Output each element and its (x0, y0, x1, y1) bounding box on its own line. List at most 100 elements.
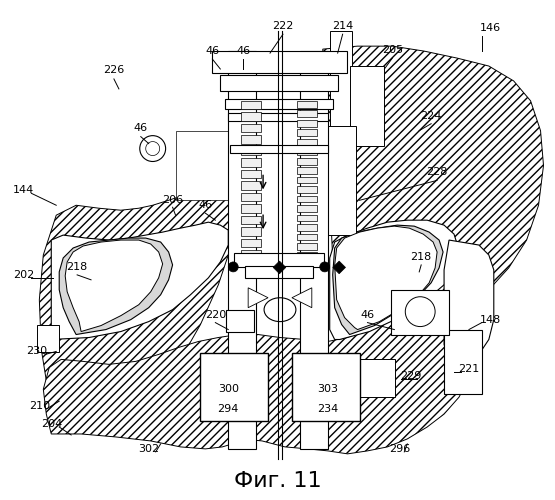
Bar (241, 147, 261, 155)
Text: 296: 296 (388, 444, 410, 454)
Text: 303: 303 (317, 384, 338, 394)
Ellipse shape (264, 298, 296, 322)
Polygon shape (332, 225, 443, 334)
Bar (241, 136, 261, 143)
Bar (241, 182, 261, 190)
Polygon shape (51, 222, 228, 340)
Bar (350, 66, 385, 146)
Bar (241, 216, 261, 224)
Circle shape (228, 262, 238, 272)
Bar (241, 204, 261, 212)
Bar (297, 130, 317, 136)
Text: 218: 218 (67, 262, 88, 272)
Bar (225, 99, 332, 109)
Text: 144: 144 (13, 186, 34, 196)
Bar (297, 148, 317, 155)
Bar (333, 261, 345, 274)
Text: 221: 221 (458, 364, 480, 374)
Bar (330, 31, 351, 130)
Circle shape (405, 296, 435, 326)
Bar (226, 310, 254, 332)
Polygon shape (59, 238, 173, 334)
Text: 206: 206 (162, 196, 183, 205)
Text: 146: 146 (480, 23, 501, 33)
Bar (241, 239, 261, 247)
Text: 202: 202 (13, 270, 34, 280)
Bar (241, 250, 261, 258)
Text: 229: 229 (401, 372, 422, 382)
Bar (297, 234, 317, 240)
Text: 230: 230 (26, 346, 47, 356)
Bar (357, 360, 395, 397)
Polygon shape (65, 240, 163, 332)
Text: 300: 300 (218, 384, 239, 394)
Polygon shape (248, 288, 268, 308)
Text: 210: 210 (29, 401, 50, 411)
Bar (273, 261, 286, 274)
Text: 46: 46 (360, 310, 375, 320)
Bar (241, 158, 261, 166)
Text: 234: 234 (317, 404, 339, 414)
Bar (297, 110, 317, 117)
Bar (327, 126, 356, 235)
Text: 226: 226 (103, 65, 124, 75)
Polygon shape (39, 188, 232, 429)
Bar (297, 205, 317, 212)
Bar (241, 228, 261, 235)
Bar (297, 167, 317, 174)
Text: 220: 220 (205, 310, 226, 320)
Text: 218: 218 (411, 252, 432, 262)
Bar (297, 214, 317, 222)
Bar (297, 186, 317, 193)
Bar (297, 120, 317, 126)
Bar (297, 243, 317, 250)
Bar (213, 51, 347, 73)
Bar (241, 124, 261, 132)
Bar (200, 354, 268, 421)
Bar (297, 196, 317, 202)
Bar (297, 224, 317, 231)
Bar (292, 354, 360, 421)
Polygon shape (335, 226, 437, 330)
Bar (241, 101, 261, 109)
Bar (245, 266, 313, 278)
Text: 302: 302 (138, 444, 159, 454)
Polygon shape (323, 46, 543, 387)
Polygon shape (444, 240, 494, 364)
Text: 224: 224 (421, 110, 442, 120)
Text: 46: 46 (205, 46, 219, 56)
Bar (297, 138, 317, 145)
Bar (297, 176, 317, 184)
Bar (241, 193, 261, 201)
Bar (37, 324, 59, 352)
Text: 46: 46 (134, 122, 148, 132)
Bar (391, 290, 449, 335)
Text: 214: 214 (332, 21, 354, 31)
Bar (300, 51, 327, 449)
Text: 204: 204 (41, 419, 62, 429)
Text: 294: 294 (218, 404, 239, 414)
Bar (444, 330, 482, 394)
Text: 148: 148 (480, 314, 501, 324)
Bar (297, 158, 317, 164)
Polygon shape (330, 220, 459, 340)
Polygon shape (43, 308, 479, 454)
Bar (234, 253, 324, 267)
Bar (228, 113, 327, 120)
Text: 222: 222 (273, 21, 294, 31)
Bar (228, 51, 256, 449)
Text: Фиг. 11: Фиг. 11 (234, 470, 322, 490)
Text: 46: 46 (198, 200, 213, 210)
Bar (220, 75, 337, 91)
Bar (297, 101, 317, 107)
Bar (241, 112, 261, 120)
Bar (241, 170, 261, 178)
Text: 228: 228 (426, 168, 448, 177)
Circle shape (320, 262, 330, 272)
Bar (230, 144, 327, 152)
Bar (297, 252, 317, 260)
Polygon shape (175, 130, 228, 200)
Text: 205: 205 (382, 45, 403, 55)
Text: 46: 46 (236, 46, 250, 56)
Polygon shape (292, 288, 312, 308)
